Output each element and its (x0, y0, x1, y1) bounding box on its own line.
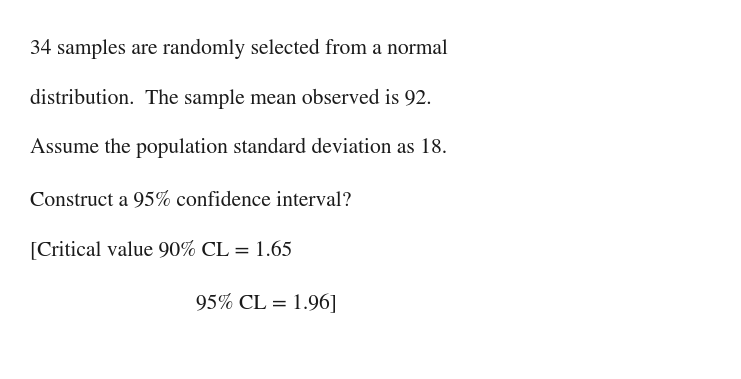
Text: 95% CL = 1.96]: 95% CL = 1.96] (196, 293, 337, 313)
Text: Assume the population standard deviation as 18.: Assume the population standard deviation… (30, 138, 447, 158)
Text: distribution.  The sample mean observed is 92.: distribution. The sample mean observed i… (30, 88, 431, 109)
Text: Construct a 95% confidence interval?: Construct a 95% confidence interval? (30, 191, 351, 211)
Text: 34 samples are randomly selected from a normal: 34 samples are randomly selected from a … (30, 39, 448, 60)
Text: [Critical value 90% CL = 1.65: [Critical value 90% CL = 1.65 (30, 240, 292, 260)
